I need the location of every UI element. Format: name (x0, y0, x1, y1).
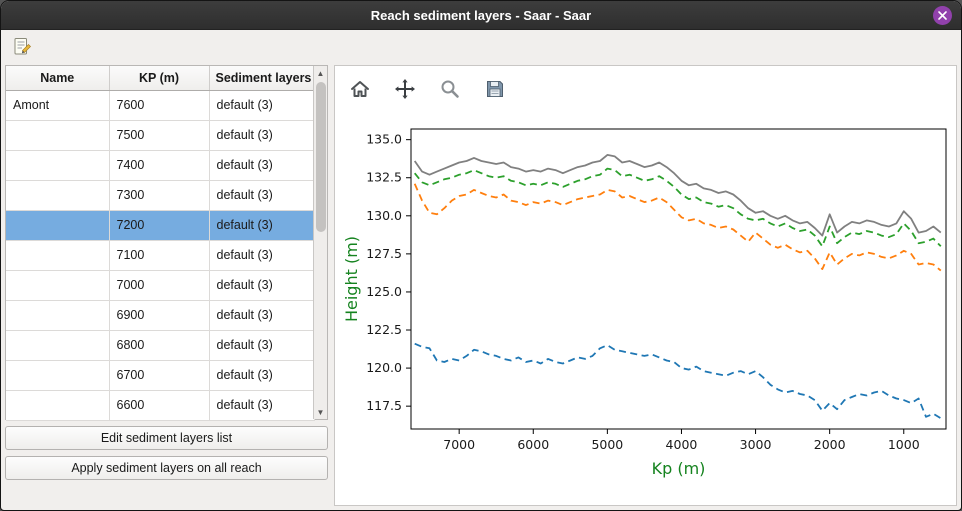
scroll-down-arrow[interactable]: ▼ (316, 407, 325, 417)
svg-text:4000: 4000 (666, 437, 698, 452)
table-cell[interactable]: 7000 (109, 270, 210, 301)
series-layer-1 (414, 167, 942, 248)
table-cell[interactable]: default (3) (209, 90, 315, 121)
svg-text:122.5: 122.5 (366, 322, 402, 337)
table-cell[interactable] (6, 300, 110, 331)
table-row[interactable]: 7000 default (3) (6, 270, 315, 301)
edit-document-icon (14, 37, 31, 54)
table-scrollbar[interactable]: ▲ ▼ (313, 66, 327, 419)
table-cell[interactable]: 7100 (109, 240, 210, 271)
table-cell[interactable] (6, 270, 110, 301)
cross-sections-panel: Name KP (m) Sediment layers Amont 7600 def… (5, 65, 328, 480)
plot-toolbar (345, 74, 510, 104)
table-cell[interactable] (6, 120, 110, 151)
svg-text:130.0: 130.0 (366, 208, 402, 223)
sediment-table-body: Amont 7600 default (3) 7500 default (3) 7400 d… (6, 90, 315, 421)
sediment-profile-chart[interactable]: 135.0 132.5 130.0 127.5 125.0 122.5 120.0 117.5… (341, 112, 953, 500)
scrollbar-thumb[interactable] (316, 82, 326, 232)
svg-text:125.0: 125.0 (366, 284, 402, 299)
table-cell[interactable] (6, 240, 110, 271)
svg-text:2000: 2000 (814, 437, 846, 452)
y-axis-label: Height (m) (342, 236, 361, 322)
save-floppy-icon (487, 81, 503, 97)
table-cell[interactable] (6, 180, 110, 211)
table-cell[interactable]: 7300 (109, 180, 210, 211)
scroll-up-arrow[interactable]: ▲ (316, 68, 325, 78)
home-icon (351, 81, 369, 97)
series-surface (413, 154, 942, 237)
table-cell[interactable]: default (3) (209, 150, 315, 181)
edit-sediment-layers-list-button[interactable]: Edit sediment layers list (5, 426, 328, 450)
svg-text:117.5: 117.5 (366, 398, 402, 413)
table-row[interactable]: 7200 default (3) (6, 210, 315, 241)
table-cell[interactable]: 7500 (109, 120, 210, 151)
window-title: Reach sediment layers - Saar - Saar (370, 7, 592, 23)
close-button[interactable] (933, 6, 952, 25)
svg-text:7000: 7000 (443, 437, 475, 452)
svg-text:3000: 3000 (740, 437, 772, 452)
apply-sediment-layers-button[interactable]: Apply sediment layers on all reach (5, 456, 328, 480)
table-cell[interactable]: default (3) (209, 240, 315, 271)
table-cell[interactable]: default (3) (209, 180, 315, 211)
save-figure-button[interactable] (480, 74, 510, 104)
series-bottom (414, 342, 942, 420)
table-cell[interactable]: default (3) (209, 390, 315, 421)
table-header-row: Name KP (m) Sediment layers (6, 66, 315, 91)
table-cell[interactable]: default (3) (209, 210, 315, 241)
table-row[interactable]: 6900 default (3) (6, 300, 315, 331)
table-cell[interactable]: default (3) (209, 270, 315, 301)
svg-text:5000: 5000 (591, 437, 623, 452)
edit-sediment-layers-toolbar-button[interactable] (9, 33, 35, 59)
table-row[interactable]: 7400 default (3) (6, 150, 315, 181)
header-kp[interactable]: KP (m) (109, 66, 210, 91)
table-cell[interactable] (6, 390, 110, 421)
svg-text:6000: 6000 (517, 437, 549, 452)
series-layer-2 (413, 183, 942, 272)
table-cell[interactable] (6, 360, 110, 391)
table-cell[interactable]: 6800 (109, 330, 210, 361)
table-cell[interactable]: default (3) (209, 120, 315, 151)
table-row[interactable]: 7500 default (3) (6, 120, 315, 151)
table-cell[interactable]: 7600 (109, 90, 210, 121)
table-row[interactable]: Amont 7600 default (3) (6, 90, 315, 121)
table-cell[interactable]: default (3) (209, 330, 315, 361)
pan-button[interactable] (390, 74, 420, 104)
table-row[interactable]: 6700 default (3) (6, 360, 315, 391)
header-name[interactable]: Name (6, 66, 110, 91)
table-row[interactable]: 6600 default (3) (6, 390, 315, 421)
table-cell[interactable] (6, 330, 110, 361)
svg-text:132.5: 132.5 (366, 170, 402, 185)
table-cell[interactable]: 6900 (109, 300, 210, 331)
table-cell[interactable] (6, 150, 110, 181)
table-cell[interactable]: Amont (6, 90, 110, 121)
chart-canvas[interactable]: 135.0 132.5 130.0 127.5 125.0 122.5 120.0 117.5… (341, 112, 953, 505)
x-axis-label: Kp (m) (652, 459, 706, 478)
zoom-magnifier-icon (441, 80, 459, 98)
svg-text:120.0: 120.0 (366, 360, 402, 375)
table-cell[interactable]: default (3) (209, 300, 315, 331)
app-toolbar (1, 31, 961, 61)
sediment-table: Name KP (m) Sediment layers Amont 7600 def… (5, 65, 328, 421)
table-cell[interactable]: 7400 (109, 150, 210, 181)
pan-move-icon (395, 79, 415, 99)
titlebar[interactable]: Reach sediment layers - Saar - Saar (1, 1, 961, 30)
plot-panel: 135.0 132.5 130.0 127.5 125.0 122.5 120.0 117.5… (334, 65, 957, 506)
svg-text:135.0: 135.0 (366, 132, 402, 147)
table-cell[interactable]: 6600 (109, 390, 210, 421)
table-row[interactable]: 6800 default (3) (6, 330, 315, 361)
close-icon (938, 11, 947, 20)
table-cell[interactable]: 6700 (109, 360, 210, 391)
header-sediment-layers[interactable]: Sediment layers (209, 66, 315, 91)
svg-text:127.5: 127.5 (366, 246, 402, 261)
table-row[interactable]: 7100 default (3) (6, 240, 315, 271)
table-cell[interactable]: 7200 (109, 210, 210, 241)
table-cell[interactable]: default (3) (209, 360, 315, 391)
scrollbar-track[interactable] (314, 80, 327, 405)
svg-text:1000: 1000 (888, 437, 920, 452)
table-cell[interactable] (6, 210, 110, 241)
home-view-button[interactable] (345, 74, 375, 104)
table-row[interactable]: 7300 default (3) (6, 180, 315, 211)
zoom-button[interactable] (435, 74, 465, 104)
